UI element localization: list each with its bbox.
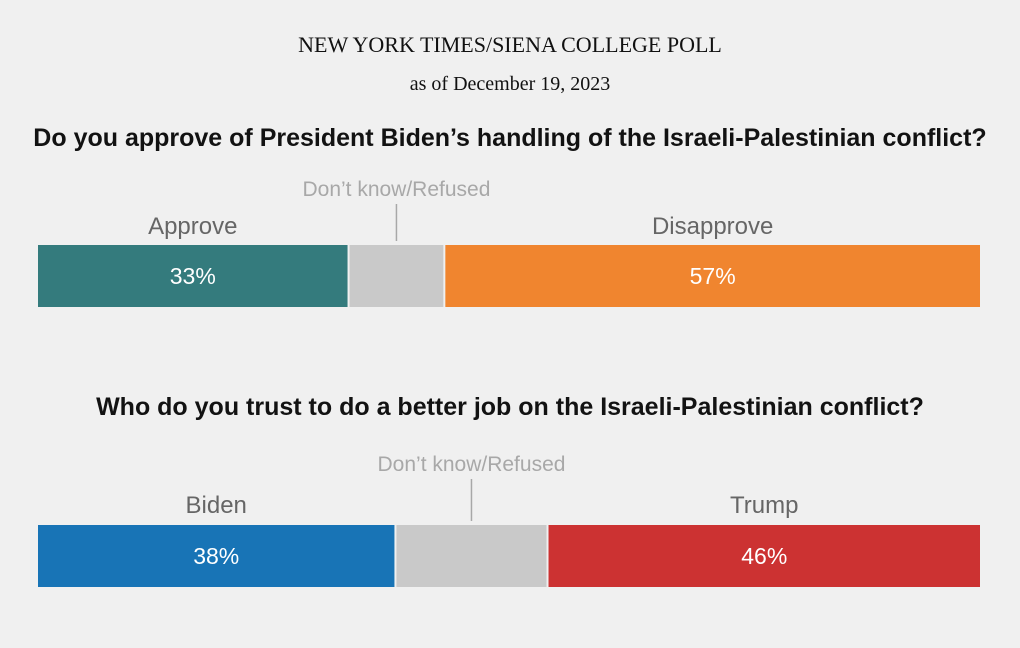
value-label: 46% (741, 543, 787, 569)
bar-segment (349, 245, 444, 307)
bar-segment (548, 525, 980, 587)
bar-segment (445, 245, 981, 307)
value-label: 57% (690, 263, 736, 289)
poll-date: as of December 19, 2023 (409, 73, 611, 95)
poll-title: NEW YORK TIMES/SIENA COLLEGE POLL (298, 32, 722, 57)
chart-question-1: Do you approve of President Biden’s hand… (33, 124, 986, 152)
bar-segment (38, 245, 348, 307)
value-label: 33% (170, 263, 216, 289)
chart-question-2: Who do you trust to do a better job on t… (96, 393, 924, 421)
dont-know-label: Don’t know/Refused (378, 453, 566, 476)
bar-segment (38, 525, 395, 587)
value-label: 38% (193, 543, 239, 569)
dont-know-label: Don’t know/Refused (302, 178, 490, 201)
bar-segment (396, 525, 547, 587)
category-label: Trump (730, 492, 798, 519)
category-label: Disapprove (652, 213, 773, 240)
category-label: Approve (148, 213, 237, 240)
category-label: Biden (186, 492, 247, 519)
